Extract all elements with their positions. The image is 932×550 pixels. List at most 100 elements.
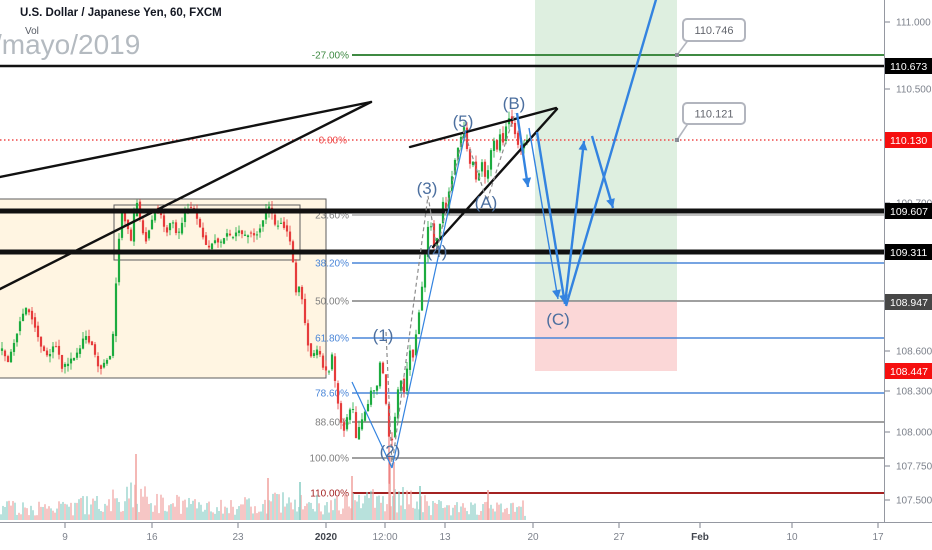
- volume-bar: [380, 502, 382, 520]
- y-tick-label[interactable]: 111.000: [896, 18, 931, 29]
- candle-body: [117, 238, 121, 283]
- candle-body: [102, 362, 106, 368]
- price-callout[interactable]: 110.121: [675, 102, 746, 142]
- x-tick-label[interactable]: 20: [527, 532, 539, 543]
- x-tick-label[interactable]: 12:00: [372, 532, 397, 543]
- x-tick-label[interactable]: 13: [439, 532, 451, 543]
- candle-body: [111, 333, 115, 356]
- x-tick-label[interactable]: 9: [62, 532, 68, 543]
- volume-spike-bar: [389, 456, 391, 520]
- wave-connector-line[interactable]: [385, 112, 516, 467]
- forecast-arrow-line[interactable]: [564, 0, 660, 307]
- line-handle[interactable]: [675, 53, 679, 57]
- forecast-arrow-line[interactable]: [563, 140, 586, 305]
- volume-bar: [344, 494, 346, 520]
- forecast-arrow-line[interactable]: [515, 112, 530, 188]
- x-tick-label[interactable]: 27: [613, 532, 625, 543]
- trend-line[interactable]: [431, 107, 559, 249]
- price-tag-108.447[interactable]: [885, 363, 932, 379]
- volume-bar: [406, 490, 408, 520]
- candle-body: [324, 366, 328, 371]
- volume-bar: [304, 506, 306, 520]
- trend-line[interactable]: [0, 100, 373, 291]
- outer-range-box[interactable]: [0, 198, 327, 379]
- price-tag-109.311[interactable]: [885, 244, 932, 260]
- candle-body: [132, 213, 136, 242]
- y-tick-label[interactable]: 107.750: [896, 462, 932, 473]
- price-tag-110.130[interactable]: [885, 132, 932, 148]
- volume-bar: [176, 494, 178, 520]
- price-axis[interactable]: 111.000110.500109.700108.600108.300108.0…: [885, 18, 932, 507]
- candle-body: [492, 140, 496, 151]
- volume-bar: [232, 506, 234, 520]
- price-tag-108.947[interactable]: [885, 294, 932, 310]
- volume-bar: [64, 503, 66, 520]
- candle-body: [489, 150, 493, 170]
- forecast-arrow-line[interactable]: [528, 127, 559, 300]
- x-tick-label[interactable]: 2020: [315, 532, 338, 543]
- candle-body: [384, 374, 388, 404]
- thin-blue-line[interactable]: [391, 129, 467, 469]
- forecast-arrow-line[interactable]: [590, 135, 615, 209]
- candle-body: [147, 230, 151, 239]
- trend-line[interactable]: [408, 106, 558, 149]
- candle-body: [219, 241, 223, 243]
- x-tick-label[interactable]: 17: [872, 532, 884, 543]
- fib-label-78.60%[interactable]: 78.60%: [315, 389, 349, 400]
- wave-label-2[interactable]: (2): [380, 442, 401, 461]
- volume-bar: [166, 511, 168, 520]
- y-tick-label[interactable]: 108.600: [896, 347, 932, 358]
- volume-bar: [264, 499, 266, 520]
- time-axis[interactable]: 9 16 23 2020 12:00 13 20 27 Feb 10 17: [62, 523, 884, 543]
- fib-label-88.60%[interactable]: 88.60%: [315, 418, 349, 429]
- callout-bubble[interactable]: [682, 102, 746, 125]
- price-callout[interactable]: 110.746: [675, 18, 746, 57]
- wave-label-4[interactable]: (4): [427, 242, 448, 261]
- y-tick-label[interactable]: 108.000: [896, 428, 932, 439]
- volume-bar: [288, 497, 290, 520]
- x-tick-label[interactable]: 16: [146, 532, 158, 543]
- candle-body: [177, 231, 181, 233]
- candle-body: [303, 298, 307, 324]
- callout-bubble[interactable]: [682, 18, 746, 42]
- price-tag-109.607[interactable]: [885, 203, 932, 219]
- fib-label-50.00%[interactable]: 50.00%: [315, 297, 349, 308]
- x-tick-label[interactable]: 10: [786, 532, 798, 543]
- volume-bar: [330, 500, 332, 520]
- wave-label-B[interactable]: (B): [503, 94, 526, 113]
- candle-body: [300, 286, 304, 300]
- volume-bar: [38, 501, 40, 520]
- line-handle[interactable]: [675, 138, 679, 142]
- x-tick-label[interactable]: Feb: [691, 532, 709, 543]
- callout-price-text: 110.746: [695, 25, 734, 37]
- wave-label-5[interactable]: (5): [453, 112, 474, 131]
- y-tick-label[interactable]: 108.300: [896, 387, 932, 398]
- fib-label-38.20%[interactable]: 38.20%: [315, 259, 349, 270]
- wave-label-A[interactable]: (A): [475, 193, 498, 212]
- volume-bar: [322, 514, 324, 520]
- wave-label-1[interactable]: (1): [373, 326, 394, 345]
- volume-bar: [158, 513, 160, 520]
- fib-label-100.00%[interactable]: 100.00%: [310, 454, 350, 465]
- candle-body: [171, 222, 175, 224]
- forecast-arrow-line[interactable]: [535, 131, 567, 305]
- fib-label-0.00%[interactable]: 0.00%: [319, 136, 347, 147]
- y-tick-label[interactable]: 110.500: [896, 85, 932, 96]
- trend-line[interactable]: [0, 100, 373, 179]
- candle-body: [438, 223, 442, 238]
- fib-label-23.60%[interactable]: 23.60%: [315, 211, 349, 222]
- wave-label-C[interactable]: (C): [546, 310, 570, 329]
- wave-label-3[interactable]: (3): [417, 179, 438, 198]
- volume-legend-label[interactable]: Vol: [25, 26, 39, 37]
- fib-label--27.00%[interactable]: -27.00%: [312, 51, 349, 62]
- fib-label-61.80%[interactable]: 61.80%: [315, 334, 349, 345]
- x-tick-label[interactable]: 23: [232, 532, 244, 543]
- fib-label-110.00%[interactable]: 110.00%: [310, 489, 349, 500]
- candle-body: [393, 416, 397, 438]
- stop-zone-pink[interactable]: [535, 302, 677, 371]
- y-tick-label[interactable]: 107.500: [896, 496, 932, 507]
- price-tag-110.673[interactable]: [885, 58, 932, 74]
- thin-blue-line[interactable]: [351, 381, 393, 469]
- candle-body: [330, 354, 334, 370]
